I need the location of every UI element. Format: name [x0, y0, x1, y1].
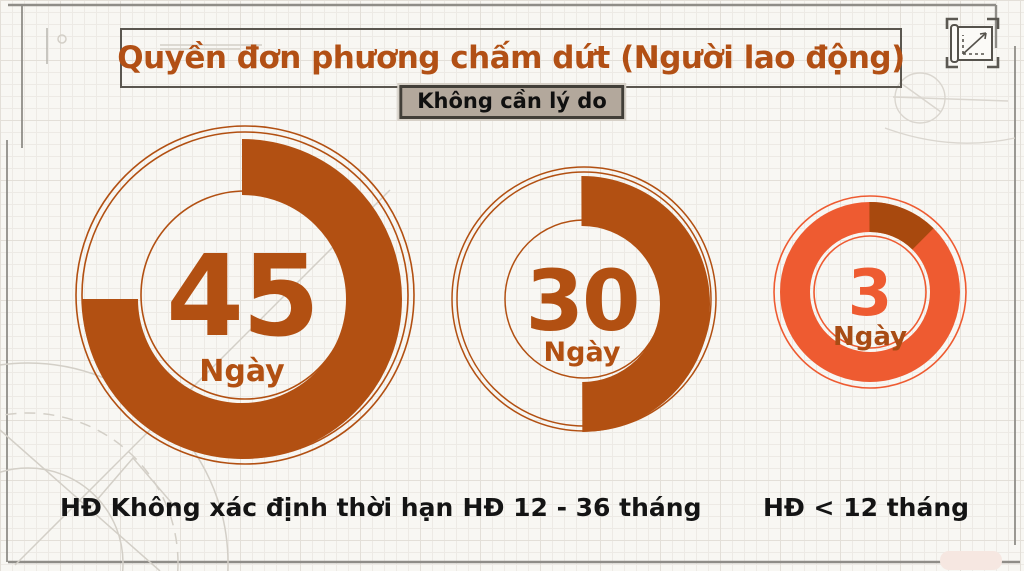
gauge1-unit: Ngày: [199, 354, 285, 389]
title-box: Quyền đơn phương chấm dứt (Người lao độn…: [117, 28, 905, 88]
sketch-board-icon: [945, 17, 1000, 69]
gauge2-unit: Ngày: [543, 337, 621, 368]
gauge3-contract-label: HĐ < 12 tháng: [762, 493, 970, 522]
page-title: Quyền đơn phương chấm dứt (Người lao độn…: [117, 40, 905, 76]
gauge2-value: 30: [525, 252, 641, 350]
gauge1-contract-label: HĐ Không xác định thời hạn: [60, 493, 454, 522]
subtitle-badge: Không cần lý do: [397, 83, 627, 121]
gauge1-value: 45: [166, 232, 320, 362]
watermark-blob: [940, 551, 1002, 570]
gauge2-contract-label: HĐ 12 - 36 tháng: [462, 493, 702, 522]
gauge3-value: 3: [847, 257, 893, 331]
compass-circle-sketch: [884, 72, 1016, 144]
gauge3-unit: Ngày: [832, 322, 908, 352]
